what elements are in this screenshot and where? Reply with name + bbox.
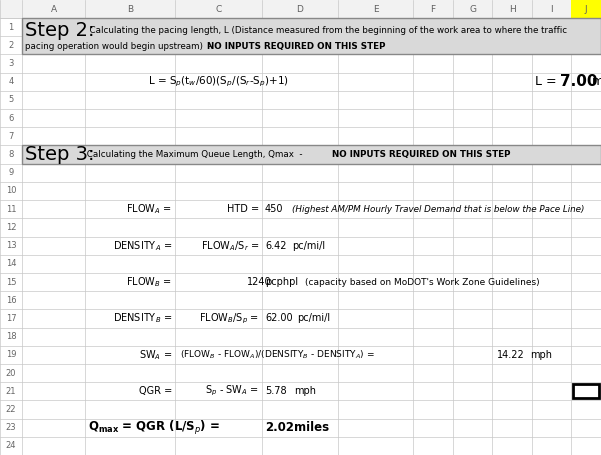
Text: L = S$_p$(t$_w$/60)(S$_p$/(S$_r$-S$_p$)+1): L = S$_p$(t$_w$/60)(S$_p$/(S$_r$-S$_p$)+…	[148, 75, 289, 89]
Text: H: H	[508, 5, 516, 14]
Text: 18: 18	[5, 332, 16, 341]
Text: DENSITY$_B$ =: DENSITY$_B$ =	[113, 312, 172, 325]
Text: D: D	[296, 5, 304, 14]
Text: 2.02: 2.02	[265, 421, 294, 434]
Text: 22: 22	[6, 405, 16, 414]
Text: FLOW$_A$/S$_r$ =: FLOW$_A$/S$_r$ =	[201, 239, 259, 253]
Text: E: E	[373, 5, 378, 14]
Text: miles: miles	[294, 421, 329, 434]
Text: 450: 450	[265, 204, 284, 214]
Text: 5.78: 5.78	[265, 386, 287, 396]
Text: 23: 23	[5, 423, 16, 432]
Text: L =: L =	[535, 75, 557, 88]
Text: Calculating the pacing length, L (Distance measured from the beginning of the wo: Calculating the pacing length, L (Distan…	[84, 26, 567, 35]
Text: 11: 11	[6, 205, 16, 214]
Text: (Highest AM/PM Hourly Travel Demand that is below the Pace Line): (Highest AM/PM Hourly Travel Demand that…	[292, 205, 584, 214]
Text: 21: 21	[6, 387, 16, 396]
Text: 7.00: 7.00	[560, 74, 597, 89]
Bar	[22, 146, 601, 164]
Text: 3: 3	[8, 59, 14, 68]
Text: 12: 12	[6, 223, 16, 232]
Text: Step 3:: Step 3:	[25, 145, 94, 164]
Text: F: F	[430, 5, 436, 14]
Text: C: C	[215, 5, 222, 14]
Bar	[22, 18, 601, 55]
Text: I: I	[550, 5, 553, 14]
Text: A: A	[50, 5, 56, 14]
Text: 15: 15	[6, 278, 16, 287]
Text: QGR =: QGR =	[139, 386, 172, 396]
Text: 8: 8	[8, 150, 14, 159]
Text: FLOW$_B$/S$_p$ =: FLOW$_B$/S$_p$ =	[199, 311, 259, 326]
Text: 4: 4	[8, 77, 14, 86]
Text: 62.00: 62.00	[265, 313, 293, 324]
Text: NO INPUTS REQUIRED ON THIS STEP: NO INPUTS REQUIRED ON THIS STEP	[207, 42, 385, 51]
Text: FLOW$_B$ =: FLOW$_B$ =	[126, 275, 172, 289]
Text: pcphpl: pcphpl	[265, 277, 298, 287]
Text: 24: 24	[6, 441, 16, 450]
Text: 19: 19	[6, 350, 16, 359]
Text: mph: mph	[294, 386, 316, 396]
Text: (capacity based on MoDOT's Work Zone Guidelines): (capacity based on MoDOT's Work Zone Gui…	[305, 278, 540, 287]
Text: 16: 16	[5, 296, 16, 305]
Text: 2: 2	[8, 41, 14, 50]
Text: G: G	[469, 5, 476, 14]
Text: Step 2:: Step 2:	[25, 21, 94, 40]
Text: 17: 17	[5, 314, 16, 323]
Text: 5: 5	[8, 96, 14, 105]
Text: HTD =: HTD =	[227, 204, 259, 214]
Text: 1240: 1240	[248, 277, 272, 287]
Text: 9: 9	[8, 168, 14, 177]
Text: pacing operation would begin upstream)  -: pacing operation would begin upstream) -	[25, 42, 215, 51]
Text: 20: 20	[6, 369, 16, 378]
Text: 14: 14	[6, 259, 16, 268]
Text: NO INPUTS REQUIRED ON THIS STEP: NO INPUTS REQUIRED ON THIS STEP	[332, 150, 510, 159]
Text: pc/mi/l: pc/mi/l	[297, 313, 330, 324]
Text: Calculating the Maximum Queue Length, Qmax  -: Calculating the Maximum Queue Length, Qm…	[84, 150, 305, 159]
Bar	[0, 0, 601, 18]
Text: pc/mi/l: pc/mi/l	[292, 241, 325, 251]
Text: DENSITY$_A$ =: DENSITY$_A$ =	[113, 239, 172, 253]
Text: 10: 10	[6, 187, 16, 196]
Text: FLOW$_A$ =: FLOW$_A$ =	[126, 202, 172, 216]
Text: $\mathbf{Q_{max}}$ = QGR (L/S$_p$) =: $\mathbf{Q_{max}}$ = QGR (L/S$_p$) =	[88, 419, 220, 437]
Text: 6.42: 6.42	[265, 241, 287, 251]
Text: miles: miles	[592, 75, 601, 88]
Bar	[573, 384, 599, 399]
Text: 14.22: 14.22	[497, 350, 525, 360]
Text: B: B	[127, 5, 133, 14]
Text: SW$_A$ =: SW$_A$ =	[139, 348, 172, 362]
Text: 1: 1	[8, 23, 14, 31]
Bar	[571, 0, 601, 18]
Text: 7: 7	[8, 132, 14, 141]
Text: J: J	[585, 5, 587, 14]
Text: 6: 6	[8, 114, 14, 123]
Text: (FLOW$_B$ - FLOW$_A$)/(DENSITY$_B$ - DENSITY$_A$) =: (FLOW$_B$ - FLOW$_A$)/(DENSITY$_B$ - DEN…	[180, 349, 375, 361]
Text: S$_p$ - SW$_A$ =: S$_p$ - SW$_A$ =	[205, 384, 259, 399]
Text: mph: mph	[530, 350, 552, 360]
Text: 13: 13	[5, 241, 16, 250]
